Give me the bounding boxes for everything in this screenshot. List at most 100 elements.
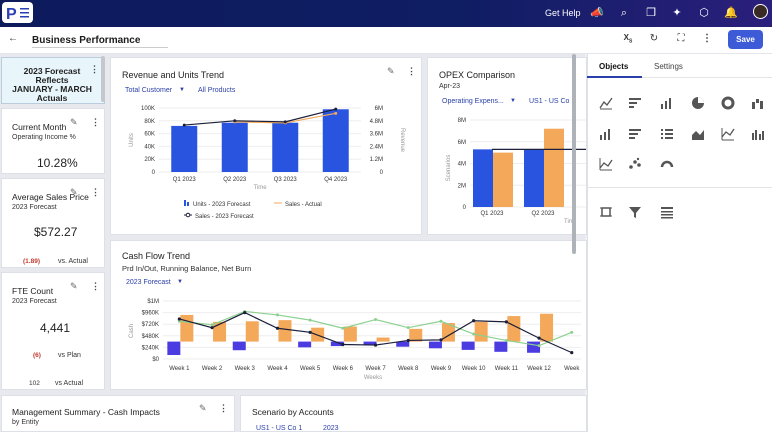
bar-units [272,122,299,172]
chevron-down-icon[interactable]: ▼ [177,279,183,285]
x-tick-label: Q2 2023 [223,177,247,183]
more-options-icon[interactable]: ⋮ [91,281,100,291]
stacked-bar-icon[interactable] [598,127,614,143]
get-help-link[interactable]: Get Help [545,8,581,18]
product-filter[interactable]: All Products [198,87,236,94]
point-running-balance [406,326,410,330]
scatter-line-icon[interactable] [598,157,614,173]
current-month-card[interactable]: Current Month Operating Income % 10.28% … [1,108,105,174]
point-running-balance [210,323,214,327]
y-tick-label: $480K [142,334,159,340]
point-sales-actual [334,111,338,115]
formula-icon[interactable]: XS [623,33,633,45]
point-sales-forecast [334,107,338,111]
more-options-icon[interactable]: ⋮ [91,187,100,197]
canvas-scrollbar[interactable] [572,54,576,254]
point-net-burn [537,336,541,340]
scatter-chart-icon[interactable] [627,157,643,173]
scenario-filter-dropdown[interactable]: 2023 Forecast [126,279,171,286]
x-tick-label: Week 1 [169,366,190,372]
area-chart-icon[interactable] [690,127,706,143]
frame-icon[interactable] [598,205,614,221]
edit-pencil-icon[interactable]: ✎ [70,117,78,127]
multi-bar-icon[interactable] [750,127,766,143]
forecast-note-card[interactable]: 2023 Forecast Reflects JANUARY - MARCH A… [1,57,105,104]
app-logo[interactable]: P [2,2,33,23]
donut-chart-icon[interactable] [720,96,736,112]
x-tick-label: Q3 2023 [274,177,298,183]
avatar[interactable] [753,4,768,19]
y-tick-label: 40K [144,144,155,150]
bar-inflow [343,326,357,342]
y-tick-label: 0 [152,170,156,176]
bookmark-icon[interactable]: ❒ [646,7,656,19]
text-block-icon[interactable] [659,205,675,221]
compass-icon[interactable]: ✦ [672,7,682,19]
card-title: Scenario by Accounts [252,407,334,417]
point-sales-forecast [233,119,237,123]
tab-settings[interactable]: Settings [654,62,683,71]
svg-text:P: P [6,6,17,23]
edit-pencil-icon[interactable]: ✎ [70,187,78,197]
combo-chart-icon[interactable] [720,127,736,143]
stacked-horizontal-bar-icon[interactable] [627,127,643,143]
pie-chart-icon[interactable] [690,96,706,112]
opex-comparison-card[interactable]: OPEX Comparison Apr-23 Operating Expens.… [427,57,587,235]
average-sales-price-card[interactable]: Average Sales Price 2023 Forecast $572.2… [1,178,105,268]
account-filter-dropdown[interactable]: Operating Expens... [442,98,504,105]
tab-objects[interactable]: Objects [599,62,629,71]
edit-pencil-icon[interactable]: ✎ [199,403,207,413]
cube-icon[interactable]: ⬡ [699,7,709,19]
bar-outflow [167,341,181,355]
more-options-icon[interactable]: ⋮ [90,64,99,74]
y2-tick-label: 0 [380,170,384,176]
page-title[interactable]: Business Performance [32,35,141,46]
legend-swatch-units [184,200,186,206]
fullscreen-icon[interactable]: ⛶ [677,33,685,44]
edit-pencil-icon[interactable]: ✎ [70,281,78,291]
chart-title: Revenue and Units Trend [122,70,225,80]
search-icon[interactable]: ⌕ [620,7,628,19]
year-filter[interactable]: 2023 [323,425,339,432]
opex-chart-svg: 8M 6M 4M 2M 0 Scenarios Q1 2023 Q2 2023 Tim [446,118,586,225]
bar-outflow [363,341,377,346]
entity-filter[interactable]: US1 - US Co 1 [256,425,303,432]
more-options-icon[interactable]: ⋮ [219,403,228,413]
tab-divider [587,77,772,78]
horizontal-bar-icon[interactable] [627,96,643,112]
x-tick-label: Q1 2023 [480,211,504,217]
waterfall-chart-icon[interactable] [750,96,766,112]
scenario-by-accounts-card[interactable]: Scenario by Accounts US1 - US Co 1 2023 [240,395,587,432]
more-options-icon[interactable]: ⋮ [702,33,712,44]
management-summary-card[interactable]: Management Summary - Cash Impacts by Ent… [1,395,235,432]
megaphone-icon[interactable]: 📣 [590,7,604,19]
bar-inflow [180,314,194,342]
active-tab-indicator [587,76,642,78]
column-chart-icon[interactable] [659,96,675,112]
list-icon[interactable] [659,127,675,143]
back-arrow-icon[interactable]: ← [8,33,18,44]
edit-pencil-icon[interactable]: ✎ [387,66,395,76]
bar-outflow [298,341,312,348]
more-options-icon[interactable]: ⋮ [91,117,100,127]
revenue-units-trend-card[interactable]: Revenue and Units Trend ✎ ⋮ Total Custom… [110,57,422,235]
chevron-down-icon[interactable]: ▼ [510,98,516,104]
bar-outflow [494,341,508,352]
chevron-down-icon[interactable]: ▼ [179,87,185,93]
left-column-scrollbar[interactable] [101,56,105,102]
point-running-balance [504,338,508,342]
y-tick-label: 6M [458,140,466,146]
filter-icon[interactable] [627,205,643,221]
point-net-burn [177,317,181,321]
customer-filter-dropdown[interactable]: Total Customer [125,87,173,94]
line-chart-icon[interactable] [598,96,614,112]
cash-flow-trend-card[interactable]: Cash Flow Trend Prd In/Out, Running Bala… [110,240,587,390]
more-options-icon[interactable]: ⋮ [407,66,416,76]
x-tick-label: Week 8 [398,366,419,372]
save-button[interactable]: Save [728,30,763,49]
fte-count-card[interactable]: FTE Count 2023 Forecast 4,441 (6) vs Pla… [1,272,105,390]
bell-icon[interactable]: 🔔 [724,7,738,19]
gauge-chart-icon[interactable] [659,157,675,173]
refresh-icon[interactable]: ↻ [649,33,659,44]
entity-filter[interactable]: US1 - US Co 1 [529,98,576,105]
